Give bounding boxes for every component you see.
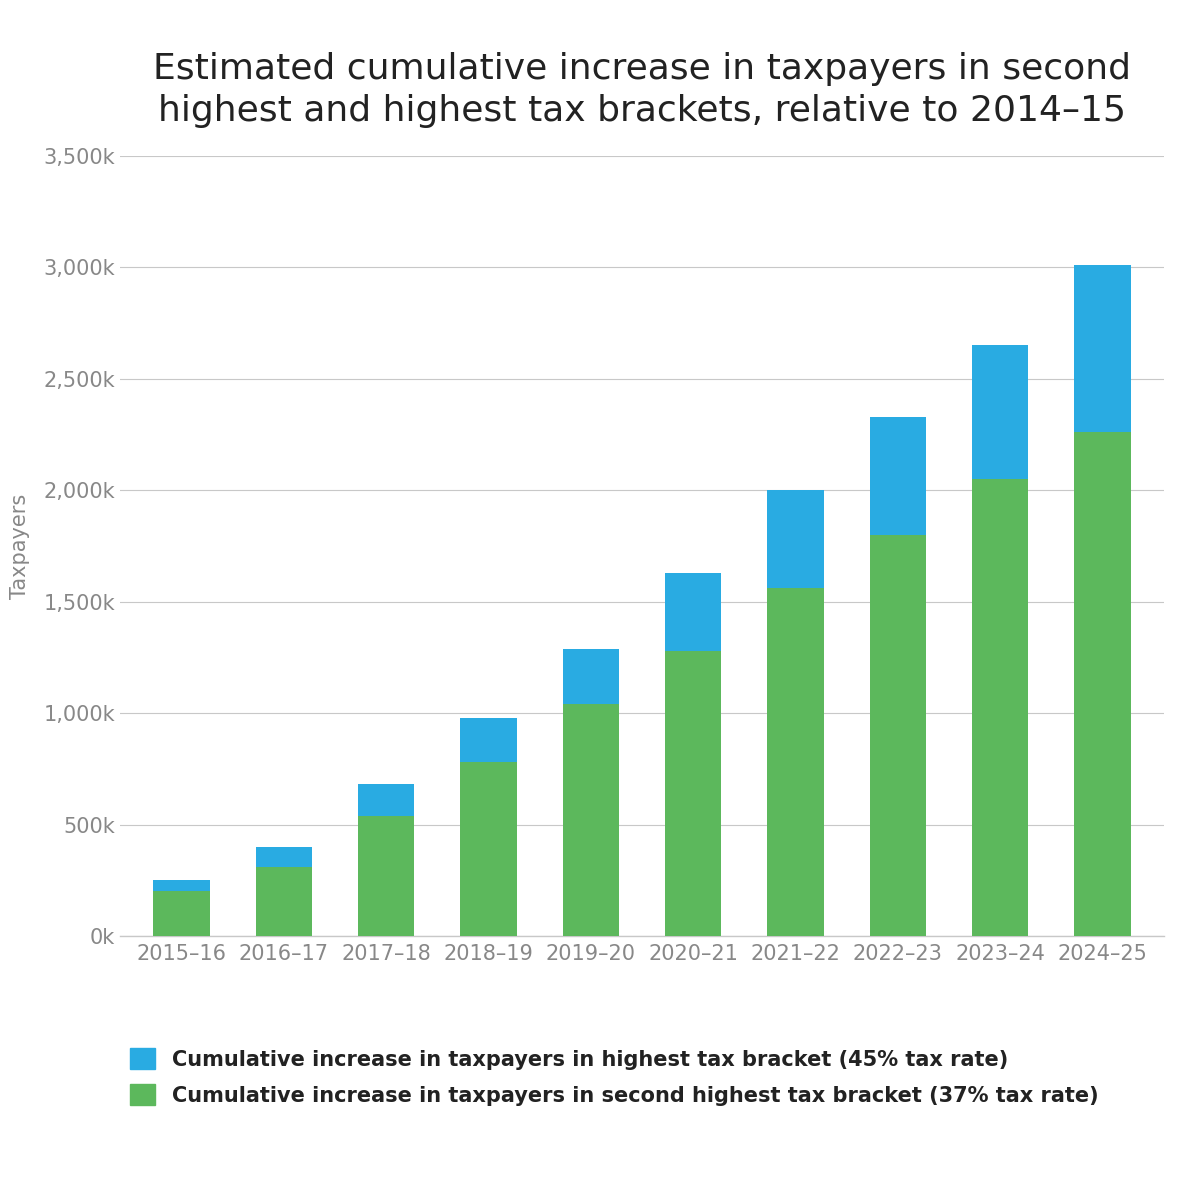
Bar <box>358 785 414 816</box>
Bar <box>972 479 1028 936</box>
Bar <box>256 847 312 866</box>
Bar <box>563 648 619 704</box>
Bar <box>154 892 210 936</box>
Bar <box>1074 432 1130 936</box>
Bar <box>767 491 823 588</box>
Legend: Cumulative increase in taxpayers in highest tax bracket (45% tax rate), Cumulati: Cumulative increase in taxpayers in high… <box>131 1048 1099 1106</box>
Bar <box>154 881 210 892</box>
Bar <box>870 416 926 535</box>
Y-axis label: Taxpayers: Taxpayers <box>10 493 30 599</box>
Bar <box>256 866 312 936</box>
Bar <box>358 816 414 936</box>
Title: Estimated cumulative increase in taxpayers in second
highest and highest tax bra: Estimated cumulative increase in taxpaye… <box>154 52 1132 128</box>
Bar <box>972 346 1028 479</box>
Bar <box>665 572 721 650</box>
Bar <box>870 535 926 936</box>
Bar <box>461 762 517 936</box>
Bar <box>563 704 619 936</box>
Bar <box>665 650 721 936</box>
Bar <box>461 718 517 762</box>
Bar <box>1074 265 1130 432</box>
Bar <box>767 588 823 936</box>
